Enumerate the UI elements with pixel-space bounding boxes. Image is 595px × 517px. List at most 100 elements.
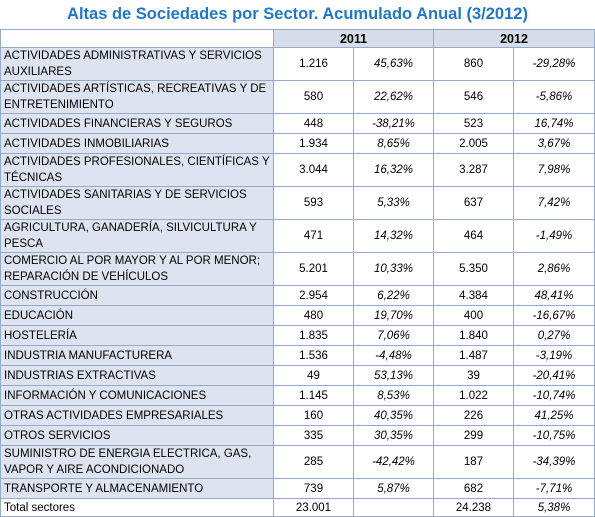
change-2012-cell: 3,67% xyxy=(513,133,595,154)
header-corner xyxy=(0,29,274,48)
table-row: ACTIVIDADES FINANCIERAS Y SEGUROS 448 -38,… xyxy=(0,113,595,134)
value-2012-cell: 2.005 xyxy=(433,133,514,154)
change-2012-cell: 7,98% xyxy=(513,153,595,187)
table-row: OTRAS ACTIVIDADES EMPRESARIALES 160 40,35%… xyxy=(0,405,595,426)
sector-cell: ACTIVIDADES PROFESIONALES, CIENTÍFICAS Y… xyxy=(0,153,274,187)
sector-cell: AGRICULTURA, GANADERÍA, SILVICULTURA Y P… xyxy=(0,219,274,253)
change-2011-cell: 19,70% xyxy=(353,305,434,326)
value-2012-cell: 3.287 xyxy=(433,153,514,187)
sector-cell: OTRAS ACTIVIDADES EMPRESARIALES xyxy=(0,405,274,426)
table-body: ACTIVIDADES ADMINISTRATIVAS Y SERVICIOS … xyxy=(0,47,595,517)
table-row: INFORMACIÓN Y COMUNICACIONES 1.145 8,53% 1.… xyxy=(0,385,595,406)
change-2011-cell: 22,62% xyxy=(353,80,434,114)
table-row: ACTIVIDADES INMOBILIARIAS 1.934 8,65% 2.005… xyxy=(0,133,595,154)
table-row: ACTIVIDADES ARTÍSTICAS, RECREATIVAS Y DE… xyxy=(0,80,595,114)
value-2012-cell: 637 xyxy=(433,186,514,220)
change-2012-cell: -10,74% xyxy=(513,385,595,406)
value-2012-cell: 1.840 xyxy=(433,325,514,346)
value-2012-cell: 299 xyxy=(433,425,514,446)
change-2012-cell: -3,19% xyxy=(513,345,595,366)
change-2011-cell: 14,32% xyxy=(353,219,434,253)
table-row: AGRICULTURA, GANADERÍA, SILVICULTURA Y P… xyxy=(0,219,595,253)
sector-cell: ACTIVIDADES SANITARIAS Y DE SERVICIOS SO… xyxy=(0,186,274,220)
value-2011-cell: 3.044 xyxy=(273,153,354,187)
change-2011-cell: 8,65% xyxy=(353,133,434,154)
value-2012-cell: 39 xyxy=(433,365,514,386)
value-2011-cell: 2.954 xyxy=(273,285,354,306)
sector-cell: INDUSTRIA MANUFACTURERA xyxy=(0,345,274,366)
change-2012-cell: -10,75% xyxy=(513,425,595,446)
table-row: SUMINISTRO DE ENERGIA ELECTRICA, GAS, VA… xyxy=(0,445,595,479)
value-2011-cell: 593 xyxy=(273,186,354,220)
table-row: ACTIVIDADES ADMINISTRATIVAS Y SERVICIOS … xyxy=(0,47,595,81)
change-2012-cell: 16,74% xyxy=(513,113,595,134)
change-2012-cell: 48,41% xyxy=(513,285,595,306)
value-2012-cell: 5.350 xyxy=(433,252,514,286)
value-2011-cell: 471 xyxy=(273,219,354,253)
change-2011-cell: 45,63% xyxy=(353,47,434,81)
sector-table: 2011 2012 ACTIVIDADES ADMINISTRATIVAS Y … xyxy=(0,29,595,517)
change-2012-cell: -16,67% xyxy=(513,305,595,326)
table-row: CONSTRUCCIÓN 2.954 6,22% 4.384 48,41% xyxy=(0,285,595,306)
value-2012-cell: 860 xyxy=(433,47,514,81)
change-2012-cell: -1,49% xyxy=(513,219,595,253)
table-row: HOSTELERÍA 1.835 7,06% 1.840 0,27% xyxy=(0,325,595,346)
table-row: ACTIVIDADES SANITARIAS Y DE SERVICIOS SO… xyxy=(0,186,595,220)
value-2011-cell: 5.201 xyxy=(273,252,354,286)
change-2011-cell: 16,32% xyxy=(353,153,434,187)
total-value-2011: 23.001 xyxy=(273,498,354,517)
change-2012-cell: -29,28% xyxy=(513,47,595,81)
change-2011-cell: -38,21% xyxy=(353,113,434,134)
value-2012-cell: 400 xyxy=(433,305,514,326)
table-row: OTROS SERVICIOS 335 30,35% 299 -10,75% xyxy=(0,425,595,446)
sector-cell: TRANSPORTE Y ALMACENAMIENTO xyxy=(0,478,274,499)
sector-cell: EDUCACIÓN xyxy=(0,305,274,326)
change-2011-cell: 8,53% xyxy=(353,385,434,406)
value-2011-cell: 49 xyxy=(273,365,354,386)
page-title: Altas de Sociedades por Sector. Acumulad… xyxy=(67,5,528,23)
table-row: ACTIVIDADES PROFESIONALES, CIENTÍFICAS Y… xyxy=(0,153,595,187)
value-2012-cell: 1.487 xyxy=(433,345,514,366)
value-2012-cell: 226 xyxy=(433,405,514,426)
value-2011-cell: 580 xyxy=(273,80,354,114)
sector-cell: COMERCIO AL POR MAYOR Y AL POR MENOR; RE… xyxy=(0,252,274,286)
change-2011-cell: 53,13% xyxy=(353,365,434,386)
total-label: Total sectores xyxy=(0,498,274,517)
value-2012-cell: 1.022 xyxy=(433,385,514,406)
sector-cell: HOSTELERÍA xyxy=(0,325,274,346)
sector-cell: ACTIVIDADES ADMINISTRATIVAS Y SERVICIOS … xyxy=(0,47,274,81)
value-2011-cell: 1.835 xyxy=(273,325,354,346)
change-2012-cell: -34,39% xyxy=(513,445,595,479)
value-2011-cell: 160 xyxy=(273,405,354,426)
value-2011-cell: 739 xyxy=(273,478,354,499)
sector-cell: INFORMACIÓN Y COMUNICACIONES xyxy=(0,385,274,406)
change-2011-cell: -4,48% xyxy=(353,345,434,366)
value-2012-cell: 682 xyxy=(433,478,514,499)
sector-cell: SUMINISTRO DE ENERGIA ELECTRICA, GAS, VA… xyxy=(0,445,274,479)
table-row: EDUCACIÓN 480 19,70% 400 -16,67% xyxy=(0,305,595,326)
change-2011-cell: 6,22% xyxy=(353,285,434,306)
change-2011-cell: -42,42% xyxy=(353,445,434,479)
sector-cell: INDUSTRIAS EXTRACTIVAS xyxy=(0,365,274,386)
value-2011-cell: 1.145 xyxy=(273,385,354,406)
value-2012-cell: 546 xyxy=(433,80,514,114)
value-2012-cell: 464 xyxy=(433,219,514,253)
change-2012-cell: 7,42% xyxy=(513,186,595,220)
total-row: Total sectores 23.001 24.238 5,38% xyxy=(0,498,595,517)
value-2011-cell: 1.934 xyxy=(273,133,354,154)
sector-cell: ACTIVIDADES FINANCIERAS Y SEGUROS xyxy=(0,113,274,134)
year-header-2011: 2011 xyxy=(273,29,434,48)
year-header-2012: 2012 xyxy=(433,29,595,48)
value-2012-cell: 187 xyxy=(433,445,514,479)
change-2011-cell: 10,33% xyxy=(353,252,434,286)
total-change-2011 xyxy=(353,498,434,517)
change-2012-cell: -7,71% xyxy=(513,478,595,499)
sector-cell: ACTIVIDADES INMOBILIARIAS xyxy=(0,133,274,154)
value-2011-cell: 1.216 xyxy=(273,47,354,81)
value-2011-cell: 335 xyxy=(273,425,354,446)
value-2012-cell: 4.384 xyxy=(433,285,514,306)
value-2011-cell: 448 xyxy=(273,113,354,134)
sector-cell: OTROS SERVICIOS xyxy=(0,425,274,446)
total-change-2012: 5,38% xyxy=(513,498,595,517)
change-2011-cell: 7,06% xyxy=(353,325,434,346)
